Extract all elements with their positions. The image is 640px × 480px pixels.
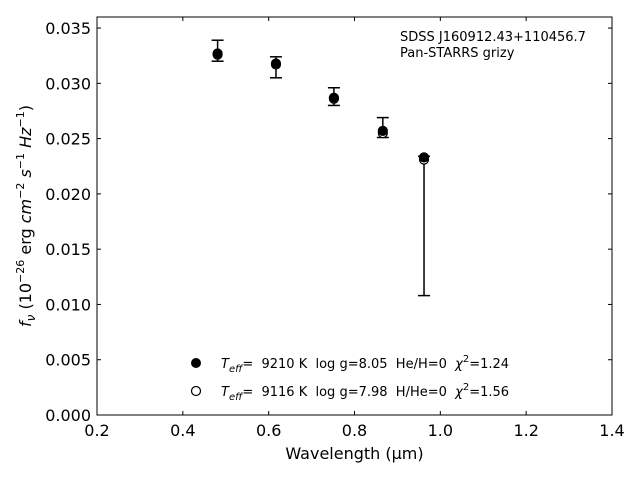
y-tick-label: 0.010	[45, 295, 91, 314]
y-tick-label: 0.025	[45, 130, 91, 149]
legend-entry-2: Teff= 9116 K log g=7.98 H/He=0 χ2=1.56	[221, 382, 509, 403]
x-tick-label: 0.4	[170, 421, 195, 440]
y-tick-label: 0.000	[45, 406, 91, 425]
y-tick-label: 0.015	[45, 240, 91, 259]
annotation-survey: Pan-STARRS grizy	[400, 46, 515, 61]
y-tick-label: 0.020	[45, 185, 91, 204]
x-tick-label: 0.2	[84, 421, 109, 440]
x-tick-label: 1.4	[599, 421, 624, 440]
annotation-object-name: SDSS J160912.43+110456.7	[400, 30, 586, 45]
model-point-filled	[377, 125, 388, 136]
model-point-filled	[418, 152, 430, 163]
legend-marker-open	[190, 385, 202, 397]
x-tick-label: 1.0	[428, 421, 453, 440]
x-tick-label: 0.6	[256, 421, 281, 440]
x-axis-label: Wavelength (μm)	[285, 444, 423, 463]
y-tick-label: 0.005	[45, 351, 91, 370]
model-point-filled	[270, 58, 282, 69]
model-point-filled	[328, 92, 339, 103]
y-tick-label: 0.035	[45, 19, 91, 38]
plot-frame	[96, 16, 613, 416]
y-tick-label: 0.030	[45, 74, 91, 93]
legend: Teff= 9210 K log g=8.05 He/H=0 χ2=1.24 T…	[190, 354, 509, 403]
x-tick-label: 0.8	[342, 421, 367, 440]
model-point-filled	[212, 48, 223, 59]
legend-entry-1: Teff= 9210 K log g=8.05 He/H=0 χ2=1.24	[221, 354, 509, 375]
y-axis-label: fν (10−26 erg cm−2 s−1 Hz−1)	[14, 105, 38, 327]
legend-marker-filled	[191, 358, 201, 368]
observed-errorbar	[418, 155, 431, 297]
x-tick-label: 1.2	[513, 421, 538, 440]
